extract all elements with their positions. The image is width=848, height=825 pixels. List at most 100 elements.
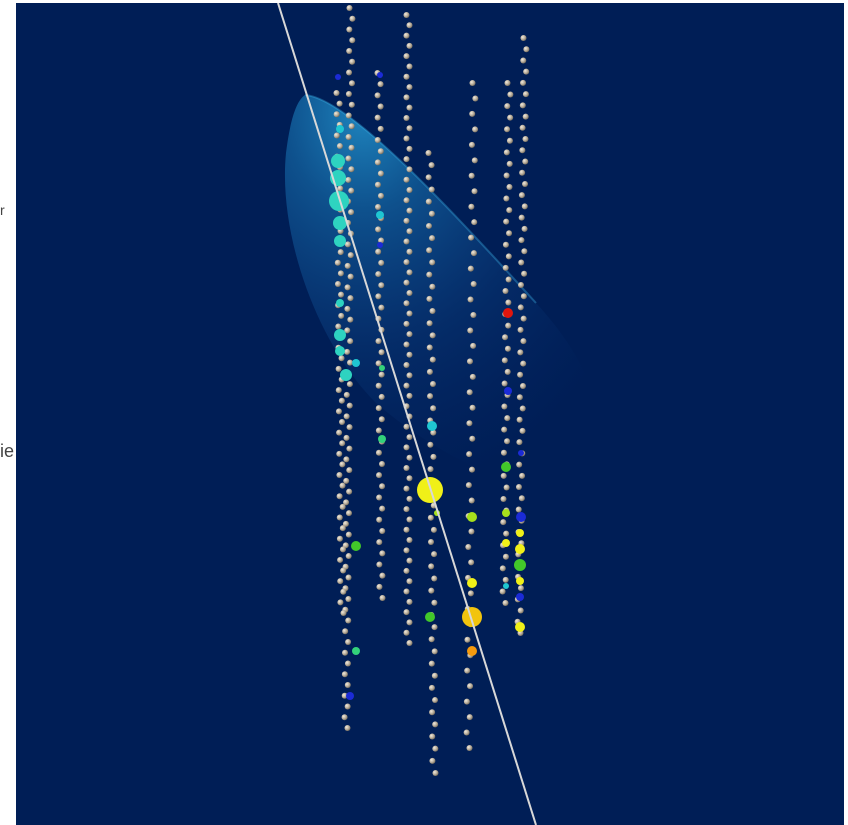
- optical-module: [471, 219, 478, 226]
- optical-module: [468, 203, 475, 210]
- optical-module: [430, 429, 437, 436]
- optical-module: [429, 308, 436, 315]
- optical-module: [375, 449, 382, 456]
- optical-module: [515, 484, 522, 491]
- optical-module: [340, 610, 347, 616]
- optical-module: [463, 729, 470, 736]
- hit-module: [351, 541, 361, 551]
- optical-module: [426, 271, 433, 278]
- optical-module: [346, 488, 353, 495]
- hit-module: [427, 421, 437, 431]
- hit-module: [516, 529, 524, 537]
- optical-module: [429, 332, 436, 339]
- optical-module: [377, 103, 384, 110]
- optical-module: [470, 311, 477, 318]
- optical-module: [521, 203, 528, 210]
- optical-module: [427, 514, 434, 521]
- optical-module: [470, 342, 477, 349]
- optical-module: [406, 454, 413, 461]
- optical-module: [403, 135, 410, 142]
- optical-module: [344, 725, 351, 731]
- optical-module: [379, 550, 386, 557]
- hit-module: [352, 359, 360, 367]
- optical-module: [346, 402, 353, 409]
- optical-module: [521, 225, 528, 232]
- optical-module: [403, 567, 410, 574]
- optical-module: [503, 530, 510, 537]
- optical-module: [344, 327, 351, 334]
- optical-module: [406, 434, 413, 441]
- optical-module: [340, 588, 347, 595]
- hit-module: [335, 74, 341, 80]
- optical-module: [518, 281, 525, 288]
- optical-module: [338, 312, 345, 319]
- optical-module: [346, 26, 353, 33]
- optical-module: [345, 112, 352, 119]
- optical-module: [336, 429, 343, 436]
- optical-module: [334, 259, 341, 266]
- optical-module: [406, 516, 413, 523]
- optical-module: [505, 322, 512, 329]
- optical-module: [378, 460, 385, 467]
- hit-module: [329, 191, 349, 211]
- optical-module: [426, 320, 433, 327]
- optical-module: [406, 104, 413, 111]
- optical-module: [345, 574, 352, 581]
- optical-module: [379, 527, 386, 534]
- left-margin-text-upper: r: [0, 202, 5, 218]
- optical-module: [467, 265, 474, 272]
- optical-module: [504, 438, 511, 445]
- optical-module: [507, 91, 514, 98]
- hit-module: [503, 583, 509, 589]
- optical-module: [516, 439, 523, 446]
- optical-module: [338, 355, 345, 362]
- optical-module: [502, 288, 509, 294]
- optical-module: [430, 453, 437, 460]
- optical-module: [345, 617, 352, 624]
- event-display-viewport[interactable]: [16, 3, 844, 825]
- optical-module: [522, 180, 529, 187]
- hit-module: [425, 612, 435, 622]
- optical-module: [345, 176, 352, 183]
- optical-module: [516, 461, 523, 468]
- hit-module: [334, 235, 346, 247]
- optical-module: [344, 262, 351, 269]
- optical-module: [379, 572, 386, 579]
- optical-module: [506, 207, 513, 214]
- optical-module: [346, 445, 353, 452]
- optical-module: [500, 449, 507, 456]
- optical-module: [377, 125, 384, 132]
- optical-module: [345, 531, 352, 538]
- optical-module: [468, 559, 475, 566]
- optical-module: [499, 565, 506, 572]
- optical-module: [345, 596, 352, 603]
- optical-module: [506, 230, 513, 237]
- optical-module: [403, 547, 410, 554]
- optical-module: [426, 344, 433, 351]
- optical-module: [428, 186, 435, 193]
- optical-module: [425, 150, 432, 156]
- optical-module: [339, 440, 346, 447]
- optical-module: [406, 145, 413, 152]
- optical-module: [406, 42, 413, 49]
- optical-module: [348, 80, 355, 87]
- optical-module: [376, 472, 383, 479]
- optical-module: [469, 373, 476, 380]
- optical-module: [522, 158, 529, 165]
- optical-module: [336, 143, 343, 150]
- optical-module: [517, 304, 524, 311]
- optical-module: [343, 499, 350, 506]
- optical-module: [345, 510, 352, 517]
- optical-module: [518, 237, 525, 244]
- hit-module: [378, 435, 386, 443]
- optical-module: [469, 404, 476, 411]
- optical-module: [336, 472, 343, 479]
- optical-module: [505, 253, 512, 260]
- optical-module: [503, 149, 510, 156]
- optical-module: [425, 198, 432, 205]
- optical-module: [406, 248, 413, 255]
- optical-module: [520, 79, 527, 86]
- optical-module: [472, 126, 479, 133]
- optical-module: [466, 358, 473, 365]
- hit-module: [516, 577, 524, 585]
